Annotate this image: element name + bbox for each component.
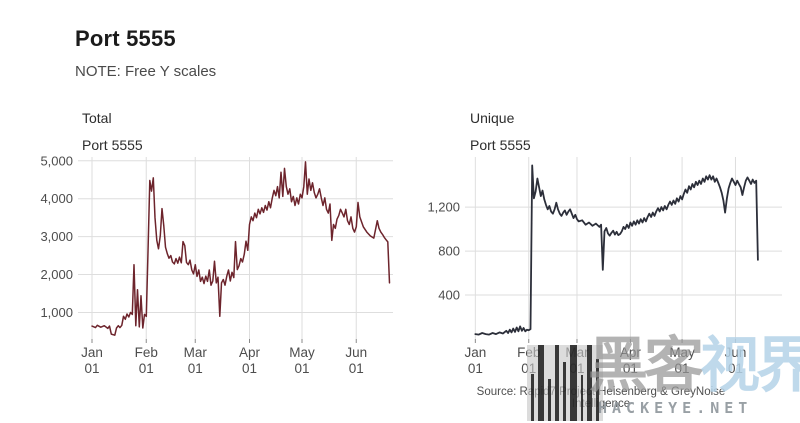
total-chart: 1,0002,0003,0004,0005,000Jan01Feb01Mar01… bbox=[40, 153, 393, 376]
svg-text:May: May bbox=[669, 345, 695, 360]
barcode-icon bbox=[527, 345, 603, 421]
svg-text:4,000: 4,000 bbox=[40, 191, 73, 206]
watermark-cn-text: 黑客视界 bbox=[588, 336, 800, 396]
svg-text:3,000: 3,000 bbox=[40, 229, 73, 244]
svg-text:1,000: 1,000 bbox=[40, 305, 73, 320]
svg-text:01: 01 bbox=[623, 361, 638, 376]
facet-title-total: Total bbox=[82, 110, 112, 126]
watermark-latin-text: HACKEYE.NET bbox=[598, 399, 753, 417]
watermark-cn-blue: 视界 bbox=[700, 331, 800, 401]
svg-text:400: 400 bbox=[438, 288, 460, 303]
svg-text:Jun: Jun bbox=[345, 345, 367, 360]
svg-text:Jun: Jun bbox=[725, 345, 747, 360]
svg-text:May: May bbox=[289, 345, 315, 360]
svg-text:01: 01 bbox=[139, 361, 154, 376]
svg-text:1,200: 1,200 bbox=[427, 200, 460, 215]
svg-text:01: 01 bbox=[84, 361, 99, 376]
svg-text:01: 01 bbox=[675, 361, 690, 376]
facet-subtitle-unique: Port 5555 bbox=[470, 137, 531, 153]
svg-text:Jan: Jan bbox=[464, 345, 486, 360]
svg-text:01: 01 bbox=[242, 361, 257, 376]
note-text: NOTE: Free Y scales bbox=[75, 63, 217, 80]
svg-text:Apr: Apr bbox=[620, 345, 642, 360]
svg-text:01: 01 bbox=[188, 361, 203, 376]
svg-text:Feb: Feb bbox=[135, 345, 158, 360]
facet-title-unique: Unique bbox=[470, 110, 515, 126]
svg-text:Jan: Jan bbox=[81, 345, 103, 360]
watermark-cn-gray: 黑客 bbox=[588, 331, 704, 401]
svg-text:2,000: 2,000 bbox=[40, 267, 73, 282]
svg-text:5,000: 5,000 bbox=[40, 153, 73, 168]
svg-text:Mar: Mar bbox=[184, 345, 208, 360]
svg-text:Apr: Apr bbox=[239, 345, 261, 360]
svg-text:01: 01 bbox=[468, 361, 483, 376]
page-title: Port 5555 bbox=[75, 26, 176, 51]
facet-subtitle-total: Port 5555 bbox=[82, 137, 143, 153]
svg-text:01: 01 bbox=[728, 361, 743, 376]
svg-text:01: 01 bbox=[349, 361, 364, 376]
svg-text:01: 01 bbox=[294, 361, 309, 376]
svg-text:800: 800 bbox=[438, 244, 460, 259]
